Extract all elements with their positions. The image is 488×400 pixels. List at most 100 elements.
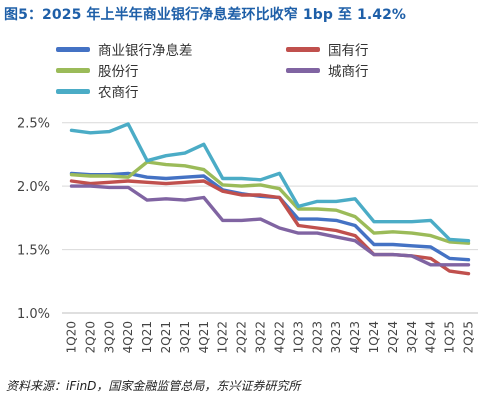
data-point bbox=[89, 131, 92, 134]
x-tick-label: 2Q23 bbox=[310, 321, 324, 353]
x-tick-label: 3Q21 bbox=[178, 321, 192, 353]
legend-label: 农商行 bbox=[98, 85, 139, 101]
legend-item: 农商行 bbox=[56, 82, 139, 101]
data-point bbox=[89, 174, 92, 177]
legend-label: 城商行 bbox=[328, 64, 369, 80]
legend-item: 股份行 bbox=[56, 61, 139, 80]
data-point bbox=[335, 209, 338, 212]
data-point bbox=[70, 185, 73, 188]
data-point bbox=[391, 253, 394, 256]
data-point bbox=[240, 219, 243, 222]
data-point bbox=[221, 219, 224, 222]
x-tick-labels: 1Q20 2Q20 3Q20 4Q20 1Q21 2Q21 3Q21 4Q21 1Q22 2Q22… bbox=[64, 321, 475, 353]
data-point bbox=[448, 257, 451, 260]
data-point bbox=[259, 183, 262, 186]
data-point bbox=[278, 172, 281, 175]
data-point bbox=[278, 187, 281, 190]
data-point bbox=[316, 200, 319, 203]
x-tick-label: 2Q20 bbox=[83, 321, 97, 353]
data-point bbox=[164, 177, 167, 180]
data-point bbox=[467, 272, 470, 275]
data-point bbox=[127, 179, 130, 182]
data-point bbox=[429, 263, 432, 266]
data-point bbox=[448, 263, 451, 266]
data-point bbox=[127, 186, 130, 189]
data-point bbox=[202, 143, 205, 146]
data-point bbox=[410, 254, 413, 257]
data-point bbox=[354, 215, 357, 218]
legend-swatch bbox=[56, 88, 90, 94]
x-tick-label: 3Q24 bbox=[405, 321, 419, 353]
data-point bbox=[221, 190, 224, 193]
data-point bbox=[467, 258, 470, 261]
data-point bbox=[316, 232, 319, 235]
series-lines bbox=[69, 122, 471, 276]
series-line-4 bbox=[69, 122, 471, 243]
data-point bbox=[354, 224, 357, 227]
data-point bbox=[202, 196, 205, 199]
x-tick-label: 4Q24 bbox=[424, 321, 438, 353]
data-point bbox=[297, 224, 300, 227]
x-tick-label: 3Q20 bbox=[102, 321, 116, 353]
data-point bbox=[448, 238, 451, 241]
y-tick-label: 2.5% bbox=[17, 117, 50, 132]
x-tick-label: 4Q21 bbox=[197, 321, 211, 353]
data-point bbox=[429, 219, 432, 222]
data-point bbox=[70, 179, 73, 182]
data-point bbox=[70, 173, 73, 176]
data-point bbox=[259, 218, 262, 221]
data-point bbox=[183, 164, 186, 167]
data-point bbox=[259, 178, 262, 181]
data-point bbox=[259, 193, 262, 196]
data-point bbox=[146, 181, 149, 184]
data-point bbox=[202, 174, 205, 177]
x-tick-label: 4Q20 bbox=[121, 321, 135, 353]
data-point bbox=[240, 185, 243, 188]
data-point bbox=[183, 152, 186, 155]
data-point bbox=[467, 263, 470, 266]
data-point bbox=[164, 163, 167, 166]
x-tick-label: 3Q23 bbox=[329, 321, 343, 353]
data-point bbox=[240, 177, 243, 180]
data-point bbox=[410, 232, 413, 235]
data-point bbox=[429, 234, 432, 237]
data-point bbox=[108, 181, 111, 184]
x-tick-label: 1Q22 bbox=[216, 321, 230, 353]
x-tick-label: 1Q23 bbox=[291, 321, 305, 353]
data-point bbox=[429, 245, 432, 248]
y-tick-label: 1.0% bbox=[17, 307, 50, 322]
series-line-3 bbox=[69, 184, 471, 267]
data-point bbox=[108, 174, 111, 177]
data-point bbox=[278, 196, 281, 199]
data-point bbox=[335, 235, 338, 238]
data-point bbox=[391, 243, 394, 246]
data-point bbox=[297, 232, 300, 235]
data-point bbox=[316, 218, 319, 221]
data-point bbox=[391, 220, 394, 223]
x-tick-label: 2Q25 bbox=[462, 321, 476, 353]
x-tick-label: 2Q22 bbox=[235, 321, 249, 353]
data-point bbox=[127, 122, 130, 125]
data-point bbox=[372, 243, 375, 246]
data-point bbox=[221, 177, 224, 180]
data-point bbox=[202, 179, 205, 182]
data-point bbox=[429, 257, 432, 260]
legend-label: 国有行 bbox=[328, 43, 369, 59]
data-point bbox=[164, 154, 167, 157]
data-point bbox=[183, 176, 186, 179]
legend-item: 国有行 bbox=[286, 40, 369, 59]
series-line-1 bbox=[69, 179, 471, 276]
data-point bbox=[391, 230, 394, 233]
data-point bbox=[354, 239, 357, 242]
data-point bbox=[372, 253, 375, 256]
data-point bbox=[108, 186, 111, 189]
data-point bbox=[335, 200, 338, 203]
data-point bbox=[240, 193, 243, 196]
data-point bbox=[89, 185, 92, 188]
x-tick-label: 1Q25 bbox=[443, 321, 457, 353]
legend-item: 城商行 bbox=[286, 61, 369, 80]
data-point bbox=[108, 130, 111, 133]
data-point bbox=[164, 197, 167, 200]
data-point bbox=[278, 226, 281, 229]
